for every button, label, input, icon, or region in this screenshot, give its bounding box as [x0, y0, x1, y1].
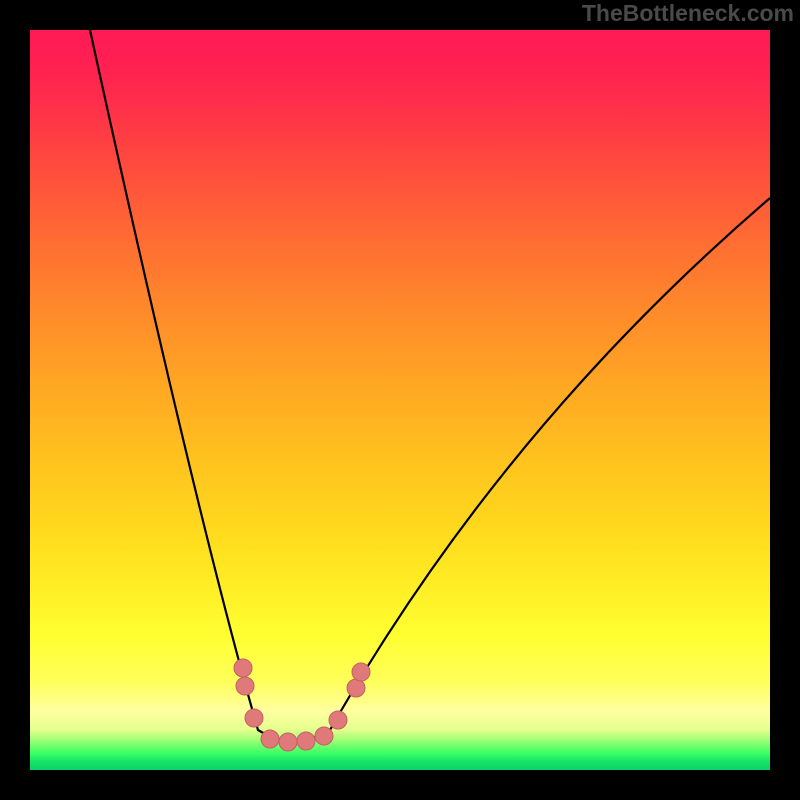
data-point	[236, 677, 254, 695]
watermark-text: TheBottleneck.com	[582, 0, 794, 27]
v-curve-path	[90, 30, 770, 741]
data-point	[347, 679, 365, 697]
data-point	[261, 730, 279, 748]
data-point	[245, 709, 263, 727]
data-point	[329, 711, 347, 729]
chart-frame: TheBottleneck.com	[0, 0, 800, 800]
data-point	[297, 732, 315, 750]
data-point	[279, 733, 297, 751]
performance-curve	[30, 30, 770, 770]
data-point	[352, 663, 370, 681]
data-point	[234, 659, 252, 677]
plot-area	[30, 30, 770, 770]
data-point	[315, 727, 333, 745]
